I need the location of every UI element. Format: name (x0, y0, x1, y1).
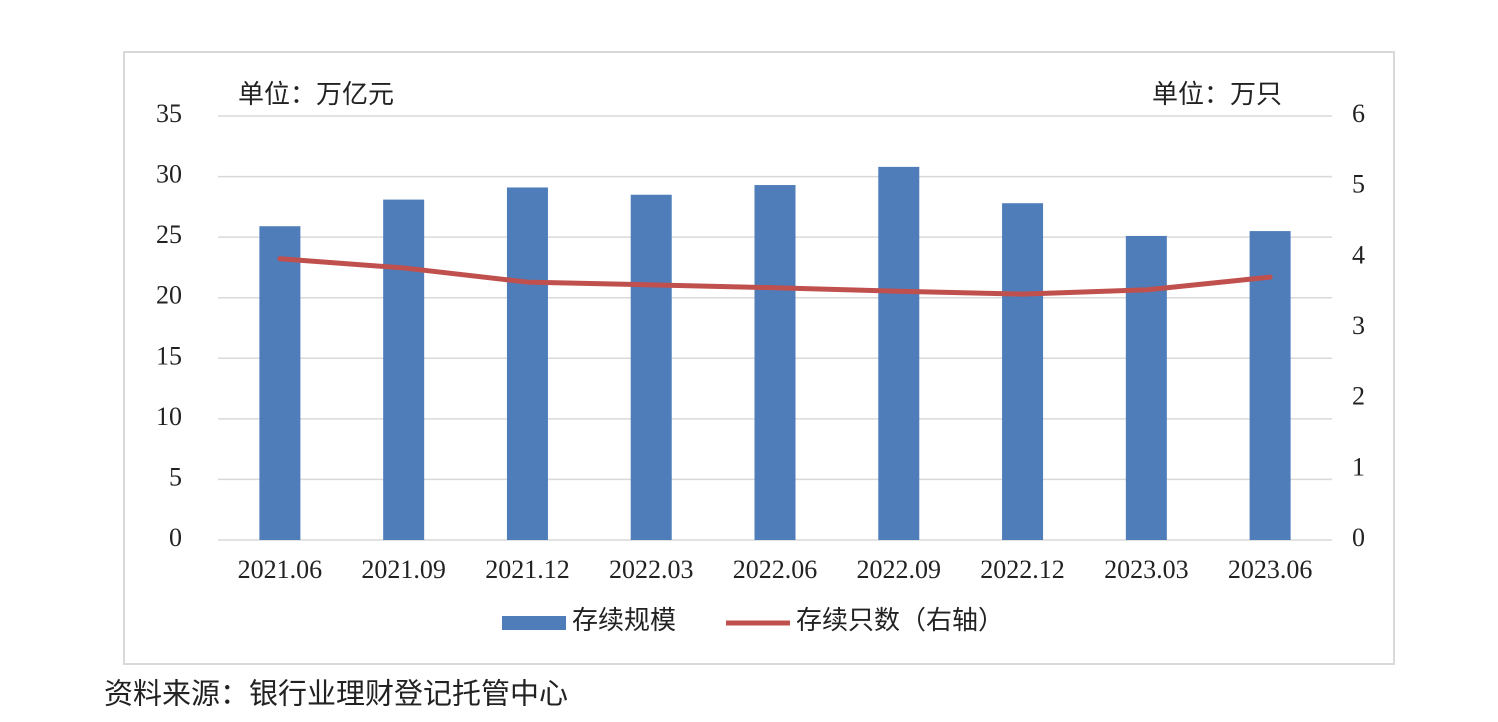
x-tick-label: 2021.12 (485, 555, 570, 584)
y-tick-label: 5 (169, 462, 182, 491)
y2-tick-label: 0 (1352, 523, 1365, 552)
x-tick-label: 2022.09 (857, 555, 942, 584)
legend-label: 存续规模 (572, 606, 676, 635)
bar (259, 226, 301, 541)
bar (1125, 235, 1167, 540)
y-tick-label: 20 (156, 281, 182, 310)
x-tick-label: 2022.06 (733, 555, 818, 584)
legend-label: 存续只数（右轴） (796, 606, 1004, 635)
y-tick-label: 0 (169, 523, 182, 552)
y2-tick-label: 6 (1352, 99, 1365, 128)
bar (754, 185, 796, 540)
y2-unit: 单位：万只 (1152, 80, 1282, 109)
y-tick-label: 35 (156, 99, 182, 128)
y2-tick-label: 3 (1352, 311, 1365, 340)
x-tick-label: 2023.06 (1228, 555, 1313, 584)
x-tick-label: 2022.12 (980, 555, 1065, 584)
x-tick-label: 2021.06 (238, 555, 323, 584)
x-tick-label: 2023.03 (1104, 555, 1189, 584)
bar (1002, 203, 1044, 541)
x-tick-label: 2021.09 (361, 555, 446, 584)
bar (1249, 231, 1291, 541)
legend-swatch (502, 616, 566, 630)
bar (630, 194, 672, 540)
y-tick-label: 30 (156, 160, 182, 189)
y2-tick-label: 4 (1352, 240, 1365, 269)
bar (506, 187, 548, 540)
y-tick-label: 25 (156, 220, 182, 249)
line (277, 256, 1273, 297)
y-tick-label: 15 (156, 341, 182, 370)
y2-tick-label: 5 (1352, 170, 1365, 199)
y-unit: 单位：万亿元 (238, 80, 394, 109)
y2-tick-label: 2 (1352, 382, 1365, 411)
y2-tick-label: 1 (1352, 452, 1365, 481)
source: 资料来源：银行业理财登记托管中心 (104, 678, 568, 711)
bar (383, 199, 425, 541)
bar (878, 166, 920, 540)
x-tick-label: 2022.03 (609, 555, 694, 584)
y-tick-label: 10 (156, 402, 182, 431)
